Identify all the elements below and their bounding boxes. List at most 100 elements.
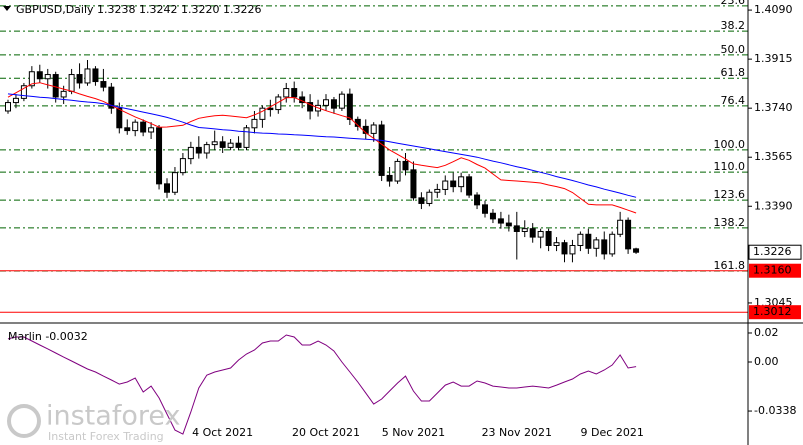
candle-body (76, 74, 83, 84)
candle-body (164, 183, 170, 193)
candle-body (434, 188, 441, 193)
candle-body (426, 191, 433, 204)
candle-body (203, 144, 210, 154)
candle-body (561, 242, 568, 255)
candle-body (577, 233, 584, 246)
candle-body (44, 74, 51, 80)
candle-body (521, 228, 528, 232)
candle-body (346, 93, 353, 120)
level-price-box (749, 305, 801, 320)
fib-level-label: 23.6 (721, 0, 746, 7)
candle-body (545, 230, 552, 246)
candle-body (124, 127, 131, 132)
candle-body (179, 158, 186, 174)
candle-body (474, 194, 481, 206)
candle-body (259, 107, 266, 120)
candle-body (116, 107, 123, 129)
candle-body (633, 248, 640, 253)
y-tick-label: 1.4090 (754, 3, 793, 16)
candle-body (410, 169, 417, 199)
candle-body (235, 142, 242, 148)
y-tick-label: 1.3565 (754, 150, 793, 163)
candle-body (227, 142, 234, 148)
candle-body (12, 97, 19, 104)
candle-body (466, 176, 473, 196)
candle-body (386, 174, 393, 182)
candle-body (458, 176, 465, 188)
candle-body (156, 127, 163, 185)
candle-body (20, 85, 27, 99)
candle-body (195, 146, 202, 154)
candle-body (251, 118, 258, 129)
current-price-label: 1.3226 (753, 245, 792, 258)
chart-title: GBPUSD,Daily 1.3238 1.3242 1.3220 1.3226 (16, 3, 261, 16)
y-tick-label: 1.3915 (754, 52, 793, 65)
indicator-title: Marlin -0.0032 (8, 330, 88, 343)
candle-body (370, 124, 377, 134)
candle-body (140, 121, 147, 133)
candle-body (497, 218, 504, 224)
candle-body (219, 141, 226, 148)
x-tick-label: 5 Nov 2021 (382, 426, 445, 439)
candle-body (267, 107, 274, 111)
watermark-logo (7, 404, 41, 438)
candle-body (68, 74, 75, 92)
candle-body (601, 239, 608, 255)
fib-level-label: 110.0 (714, 160, 746, 173)
candle-body (148, 127, 155, 133)
fib-level-label: 38.2 (721, 19, 746, 32)
candle-body (100, 81, 107, 88)
candle-body (36, 71, 43, 80)
candle-body (482, 204, 488, 214)
candle-body (489, 212, 496, 220)
candle-body (330, 99, 337, 109)
candle-body (323, 99, 329, 106)
candle-body (60, 90, 67, 98)
fib-level-label: 61.8 (721, 66, 746, 79)
candle-body (450, 180, 457, 188)
y-tick-label: 0.02 (754, 326, 779, 339)
fib-level-label: 50.0 (721, 43, 746, 56)
fib-level-label: 123.6 (714, 188, 746, 201)
candle-body (132, 121, 139, 132)
candle-body (513, 225, 520, 232)
candle-body (553, 242, 560, 246)
candle-body (28, 71, 35, 87)
fib-level-label: 100.0 (714, 138, 746, 151)
candle-body (418, 197, 425, 204)
candle-body (569, 244, 576, 255)
candle-body (609, 233, 616, 255)
indicator-line (7, 334, 637, 435)
x-tick-label: 9 Dec 2021 (581, 426, 644, 439)
candle-body (529, 228, 536, 238)
candle-body (402, 160, 409, 171)
candle-body (243, 127, 250, 148)
fib-level-label: 76.4 (721, 94, 746, 107)
level-price-label: 1.3012 (753, 305, 792, 318)
moving-average (7, 93, 637, 198)
candle-body (625, 219, 632, 250)
candle-body (52, 74, 59, 98)
candle-body (5, 102, 11, 112)
candle-body (283, 88, 290, 98)
watermark-slogan: Instant Forex Trading (48, 430, 164, 443)
candle-body (92, 68, 99, 83)
level-price-box (749, 263, 801, 278)
candle-body (307, 102, 314, 112)
candle-body (378, 124, 385, 176)
x-tick-label: 4 Oct 2021 (192, 426, 253, 439)
candle-body (537, 230, 544, 238)
candle-body (291, 88, 298, 98)
candle-body (593, 239, 600, 249)
candle-body (171, 172, 178, 193)
candle-body (338, 93, 345, 109)
candle-body (585, 233, 592, 249)
candle-body (84, 68, 91, 84)
candle-body (394, 160, 401, 182)
watermark-brand: instaforex (46, 401, 180, 432)
menu-arrow[interactable] (3, 6, 11, 11)
y-tick-label: -0.0338 (754, 404, 796, 417)
current-price-box (748, 244, 802, 260)
y-tick-label: 1.3390 (754, 199, 793, 212)
